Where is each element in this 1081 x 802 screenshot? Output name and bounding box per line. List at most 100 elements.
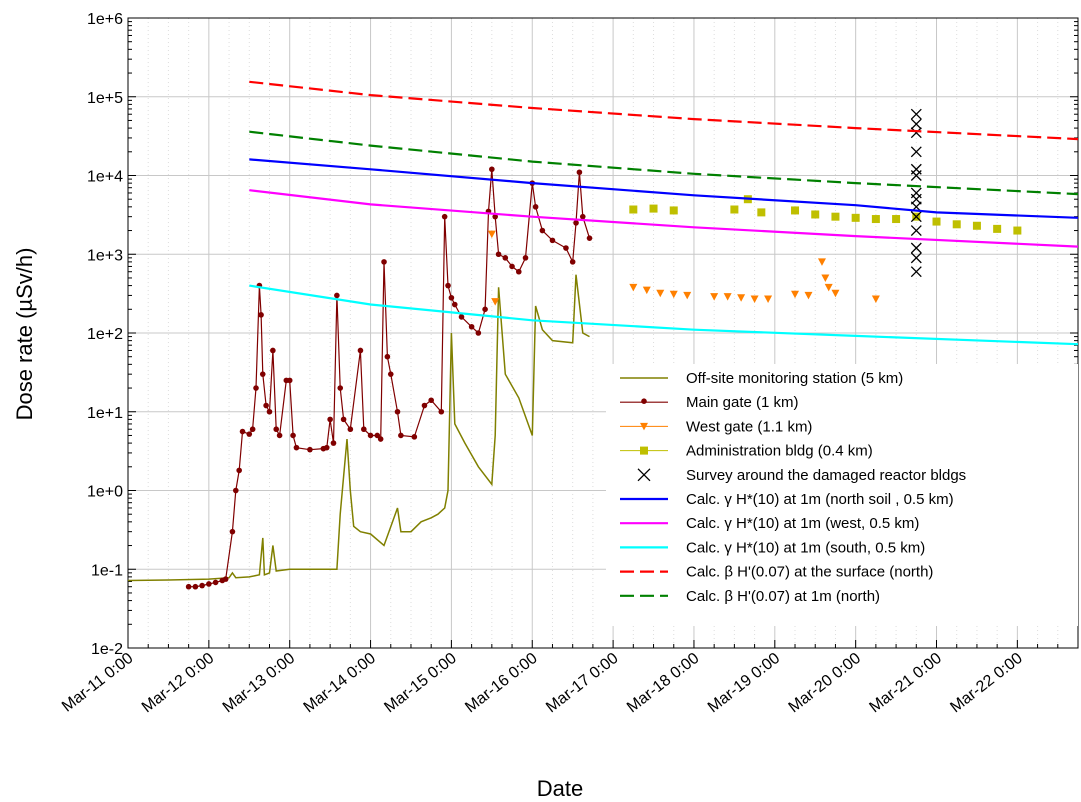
series-5: [910, 108, 922, 278]
data-point: [347, 426, 354, 433]
legend-label: Main gate (1 km): [686, 394, 799, 411]
data-point: [381, 259, 387, 265]
data-point: [266, 408, 273, 415]
x-tick-label: Mar-17 0:00: [543, 650, 622, 717]
x-tick-label: Mar-16 0:00: [462, 650, 541, 717]
legend-label: Calc. β H'(0.07) at the surface (north): [686, 564, 933, 581]
data-point: [327, 416, 333, 423]
data-point: [871, 215, 880, 224]
data-point: [451, 301, 458, 308]
x-tick-label: Mar-13 0:00: [220, 650, 299, 717]
data-point: [487, 230, 496, 239]
data-point: [384, 353, 391, 360]
x-tick-label: Mar-18 0:00: [624, 650, 703, 717]
legend-item: West gate (1.1 km): [620, 418, 812, 435]
data-point: [361, 426, 367, 433]
data-point: [669, 206, 678, 215]
data-point: [910, 163, 922, 175]
data-point: [475, 330, 482, 336]
data-point: [185, 583, 192, 590]
data-point: [910, 252, 922, 264]
data-point: [192, 583, 199, 590]
legend-swatch-marker: [640, 446, 648, 455]
legend-item: Calc. γ H*(10) at 1m (west, 0.5 km): [620, 515, 919, 532]
data-point: [910, 242, 922, 254]
data-point: [367, 432, 374, 439]
legend-item: Calc. γ H*(10) at 1m (north soil , 0.5 k…: [620, 491, 954, 508]
y-tick-label: 1e+0: [87, 484, 123, 501]
data-point: [811, 210, 820, 219]
series-2: [185, 166, 593, 590]
series-line: [127, 274, 590, 582]
legend-label: Calc. β H'(0.07) at 1m (north): [686, 588, 880, 605]
data-point: [337, 385, 344, 391]
data-point: [910, 127, 922, 139]
data-point: [910, 225, 922, 237]
data-point: [629, 205, 638, 214]
series-7: [249, 189, 1079, 248]
data-point: [910, 146, 922, 158]
data-point: [831, 289, 840, 298]
legend-label: Off-site monitoring station (5 km): [686, 370, 903, 387]
data-point: [509, 263, 515, 270]
legend-label: West gate (1.1 km): [686, 418, 812, 435]
y-tick-label: 1e-2: [91, 641, 123, 658]
data-point: [212, 579, 219, 586]
data-point: [263, 402, 269, 409]
legend-swatch-marker: [641, 398, 647, 405]
data-point: [286, 377, 293, 384]
legend-label: Calc. γ H*(10) at 1m (west, 0.5 km): [686, 515, 919, 532]
series-line: [249, 80, 1079, 141]
data-point: [206, 581, 212, 587]
data-point: [468, 323, 475, 330]
data-point: [576, 169, 583, 176]
data-point: [258, 312, 264, 318]
data-point: [502, 255, 509, 261]
y-tick-label: 1e+6: [87, 11, 123, 28]
data-point: [448, 294, 455, 301]
data-point: [871, 295, 880, 304]
x-axis-title: Date: [537, 776, 583, 801]
data-point: [730, 205, 739, 214]
legend-item: Calc. β H'(0.07) at the surface (north): [620, 564, 933, 581]
series-6: [249, 158, 1079, 219]
data-point: [428, 397, 434, 404]
data-point: [290, 432, 296, 439]
data-point: [233, 487, 239, 494]
data-point: [445, 282, 451, 289]
data-point: [910, 187, 922, 199]
data-point: [586, 235, 593, 241]
legend-label: Calc. γ H*(10) at 1m (north soil , 0.5 k…: [686, 491, 954, 508]
y-tick-label: 1e-1: [91, 562, 123, 579]
legend: Off-site monitoring station (5 km) Main g…: [606, 364, 1078, 626]
data-point: [199, 582, 205, 589]
y-tick-label: 1e+4: [87, 169, 123, 186]
legend-item: Off-site monitoring station (5 km): [620, 370, 903, 387]
data-point: [307, 446, 313, 453]
x-tick-label: Mar-15 0:00: [381, 650, 460, 717]
data-point: [642, 286, 651, 295]
legend-label: Survey around the damaged reactor bldgs: [686, 467, 966, 484]
data-point: [910, 266, 922, 278]
series-layer: [127, 80, 1079, 590]
series-1: [127, 274, 590, 582]
data-point: [764, 295, 773, 304]
data-point: [276, 432, 283, 439]
legend-swatch-marker: [637, 468, 651, 482]
y-tick-label: 1e+2: [87, 326, 123, 343]
data-point: [522, 255, 529, 261]
data-point: [323, 444, 330, 451]
data-point: [398, 432, 404, 439]
data-point: [817, 258, 826, 266]
data-point: [831, 212, 840, 221]
data-point: [932, 217, 941, 226]
data-point: [229, 528, 236, 535]
legend-swatch-marker: [640, 422, 648, 431]
x-tick-label: Mar-20 0:00: [786, 650, 865, 717]
series-10: [249, 130, 1079, 196]
x-tick-label: Mar-19 0:00: [705, 650, 784, 717]
data-point: [910, 118, 922, 130]
data-point: [656, 289, 665, 298]
data-point: [910, 108, 922, 120]
data-point: [394, 408, 401, 415]
